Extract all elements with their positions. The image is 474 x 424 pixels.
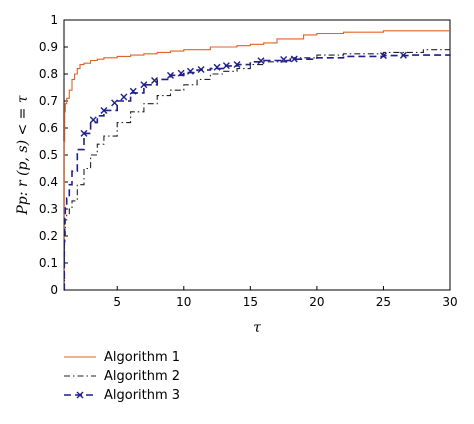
legend-label-algorithm-3: Algorithm 3 xyxy=(104,388,180,403)
series-marker-algorithm-3 xyxy=(151,76,159,84)
y-axis-label: Pp: r (p, s) < = τ xyxy=(15,95,31,215)
series-marker-algorithm-3 xyxy=(257,57,265,65)
series-line-algorithm-3 xyxy=(63,54,451,291)
x-tick-label: 25 xyxy=(376,295,391,309)
series-line-algorithm-2 xyxy=(63,48,451,291)
x-axis-label: τ xyxy=(253,320,261,336)
series-marker-algorithm-3 xyxy=(100,106,108,114)
x-tick-label: 15 xyxy=(243,295,258,309)
y-tick-label: 0.8 xyxy=(39,67,58,81)
legend-label-algorithm-2: Algorithm 2 xyxy=(104,369,180,384)
series-marker-algorithm-3 xyxy=(140,81,148,89)
series-marker-algorithm-3 xyxy=(290,55,298,63)
x-tick-label: 10 xyxy=(176,295,191,309)
series-marker-algorithm-3 xyxy=(177,69,185,77)
series-marker-algorithm-3 xyxy=(111,99,119,107)
x-tick-label: 20 xyxy=(309,295,324,309)
series-marker-algorithm-3 xyxy=(166,71,174,79)
series-line-algorithm-1 xyxy=(63,30,450,291)
y-tick-label: 0.4 xyxy=(39,175,58,189)
series-marker-algorithm-3 xyxy=(197,66,205,74)
series-marker-algorithm-3 xyxy=(213,63,221,71)
x-tick-label: 30 xyxy=(442,295,457,309)
plot-frame xyxy=(63,19,451,291)
y-tick-label: 0.9 xyxy=(39,40,58,54)
y-tick-label: 0 xyxy=(50,283,58,297)
y-tick-label: 0.6 xyxy=(39,121,58,135)
y-tick-label: 0.2 xyxy=(39,229,58,243)
series-marker-algorithm-3 xyxy=(399,51,407,59)
series-marker-algorithm-3 xyxy=(379,52,387,60)
y-tick-label: 0.3 xyxy=(39,202,58,216)
series-marker-algorithm-3 xyxy=(233,61,241,69)
series-marker-algorithm-3 xyxy=(222,62,230,70)
series-marker-algorithm-3 xyxy=(80,129,88,137)
y-tick-label: 1 xyxy=(50,13,58,27)
legend: Algorithm 1 Algorithm 2 Algorithm 3 xyxy=(64,350,180,403)
y-tick-label: 0.1 xyxy=(39,256,58,270)
series-marker-algorithm-3 xyxy=(186,67,194,75)
legend-label-algorithm-1: Algorithm 1 xyxy=(104,350,180,365)
series-marker-algorithm-3 xyxy=(120,93,128,101)
legend-marker-algorithm-3 xyxy=(76,391,84,399)
y-tick-label: 0.7 xyxy=(39,94,58,108)
series-marker-algorithm-3 xyxy=(89,116,97,124)
x-tick-label: 5 xyxy=(113,295,121,309)
series-marker-algorithm-3 xyxy=(129,87,137,95)
y-tick-label: 0.5 xyxy=(39,148,58,162)
series-marker-algorithm-3 xyxy=(280,55,288,63)
